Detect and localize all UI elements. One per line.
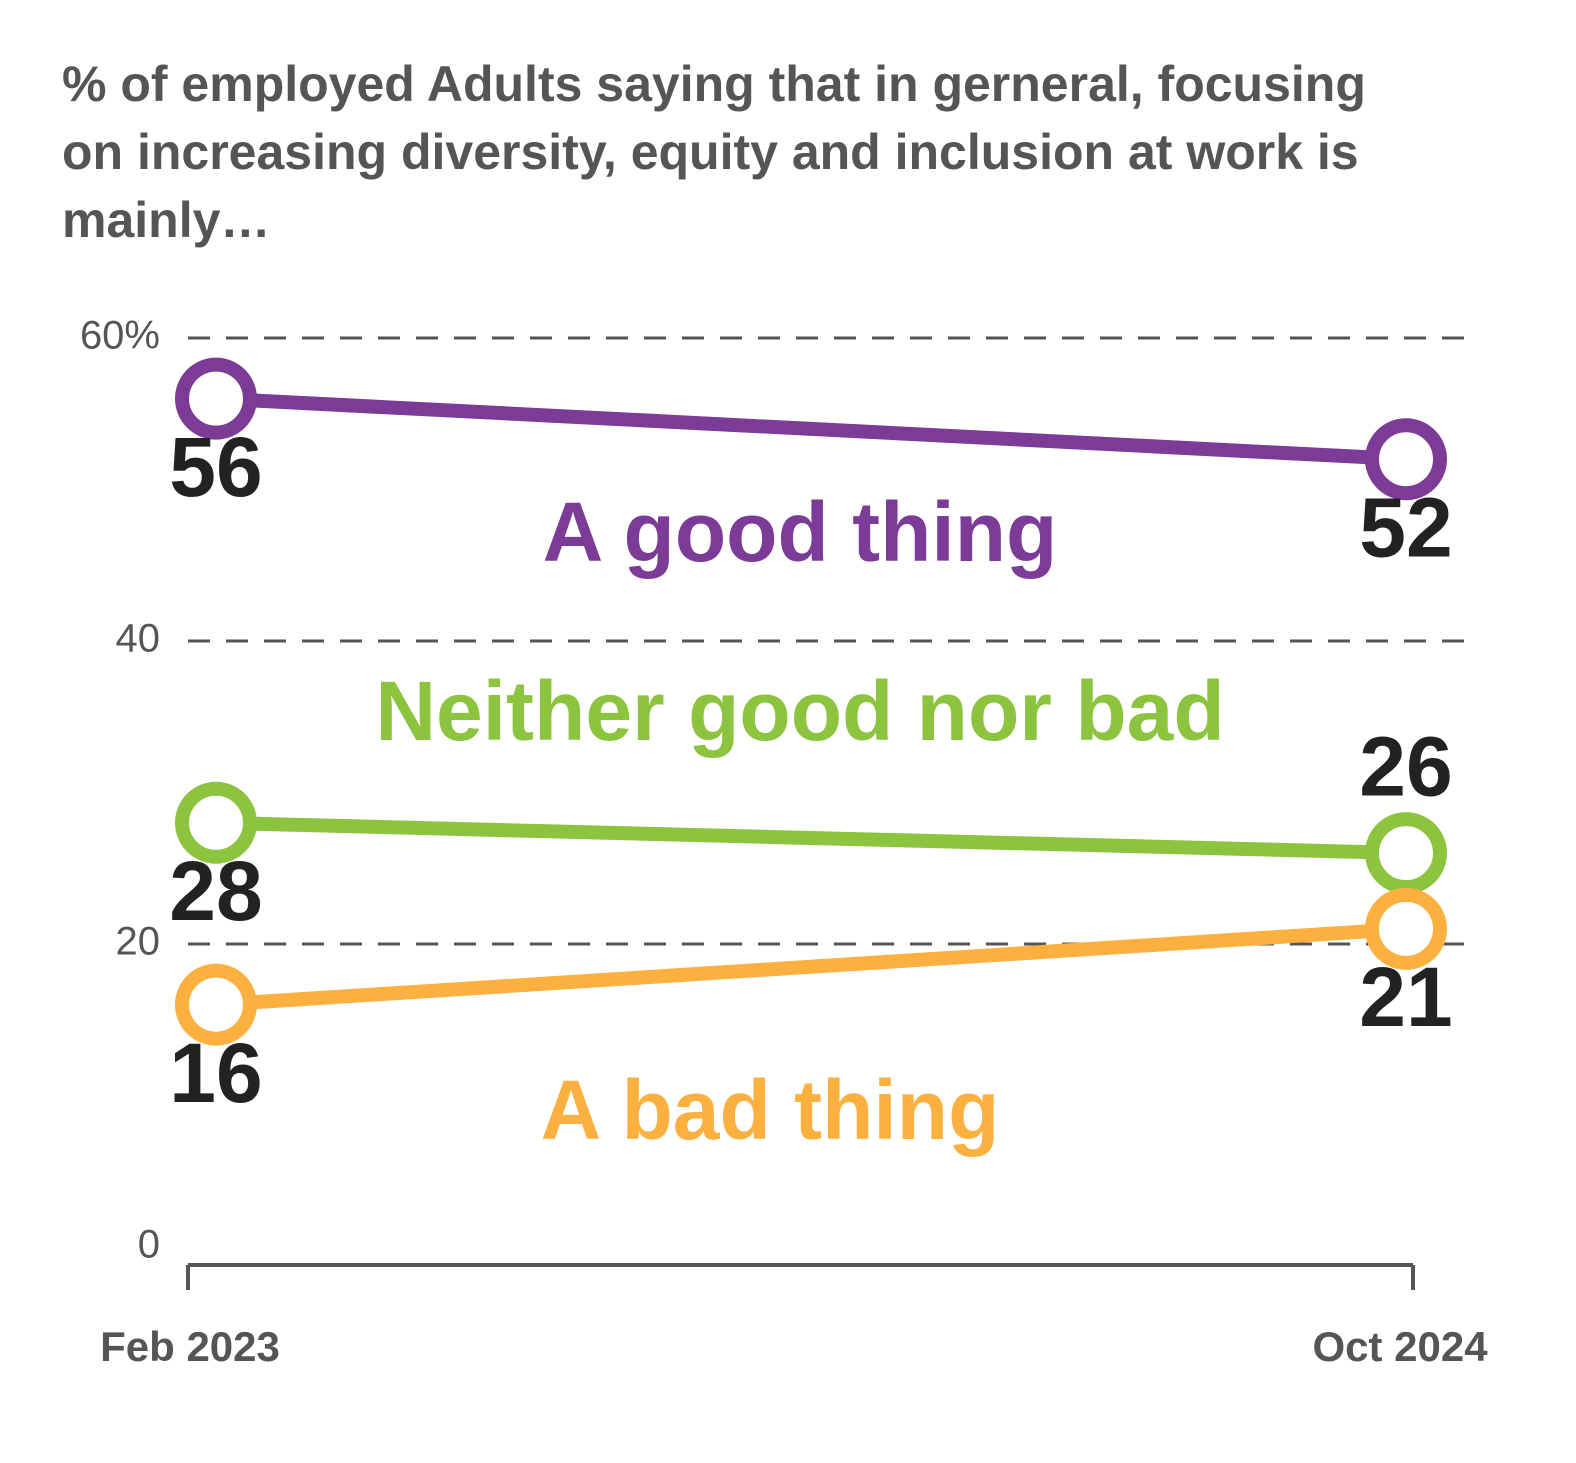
x-axis-ticks bbox=[186, 1265, 1415, 1290]
y-tick-label: 20 bbox=[116, 920, 161, 964]
series-line bbox=[215, 921, 1407, 1012]
chart-title: % of employed Adults saying that in gern… bbox=[62, 56, 1366, 248]
point bbox=[175, 963, 257, 1046]
x-tick-label: Oct 2024 bbox=[1312, 1323, 1488, 1370]
data-label: 28 bbox=[169, 844, 262, 938]
data-label: 26 bbox=[1359, 719, 1452, 813]
y-tick-label: 0 bbox=[138, 1223, 160, 1267]
data-label: 52 bbox=[1359, 480, 1452, 574]
series-label: A bad thing bbox=[541, 1063, 1000, 1157]
series-line bbox=[215, 391, 1407, 467]
point bbox=[1365, 418, 1447, 501]
series-label: A good thing bbox=[543, 485, 1058, 579]
point bbox=[1365, 887, 1447, 970]
y-tick-label: 40 bbox=[116, 617, 161, 661]
data-label: 56 bbox=[169, 420, 262, 514]
point bbox=[175, 781, 257, 864]
series-label: Neither good nor bad bbox=[375, 664, 1224, 758]
x-tick-label: Feb 2023 bbox=[100, 1323, 280, 1370]
data-label: 16 bbox=[169, 1026, 262, 1120]
data-label: 21 bbox=[1359, 950, 1452, 1044]
point bbox=[175, 357, 257, 440]
point bbox=[1365, 812, 1447, 895]
x-axis bbox=[186, 1263, 1415, 1290]
series-line bbox=[215, 815, 1407, 861]
y-tick-label: 60% bbox=[80, 314, 160, 358]
